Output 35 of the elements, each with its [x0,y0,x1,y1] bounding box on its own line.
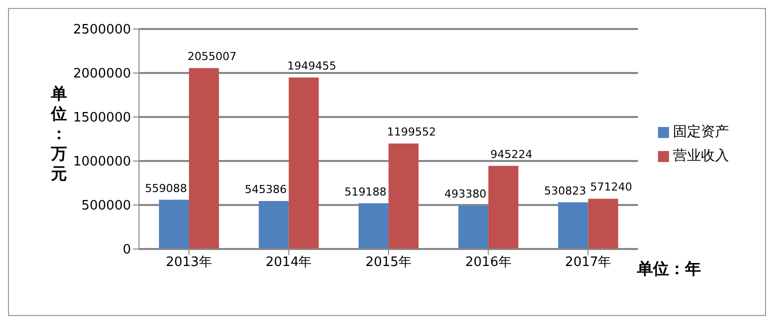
data-label: 530823 [544,184,586,198]
bar [388,143,419,249]
data-label: 2055007 [187,50,236,64]
data-label: 559088 [144,182,187,195]
y-tick-label: 2500000 [73,22,131,38]
bar [488,166,518,249]
x-axis-title: 单位：年 [637,259,701,280]
data-label: 493380 [444,188,486,201]
bar [188,68,219,249]
bar [458,206,488,249]
legend-label: 固定资产 [673,124,729,140]
y-tick-label: 1500000 [73,110,131,126]
bar [588,198,618,249]
bar [158,200,189,249]
data-label: 1199552 [387,125,436,138]
y-tick-label: 2000000 [73,66,131,82]
data-label: 545386 [244,183,287,196]
data-label: 519188 [344,185,387,198]
x-tick-label: 2015年 [365,255,412,270]
y-tick-label: 0 [122,242,131,258]
bar [558,202,588,249]
data-label: 571240 [590,180,632,194]
bar [258,201,289,249]
y-axis-title: 单位：万元 [50,84,68,184]
legend-label: 营业收入 [673,148,729,164]
y-tick-label: 500000 [81,198,131,214]
x-tick-label: 2014年 [266,255,312,270]
bar [358,203,389,249]
x-tick-label: 2016年 [465,255,512,270]
data-label: 1949455 [287,59,336,72]
x-tick-label: 2013年 [166,255,212,270]
y-tick-label: 1000000 [73,154,131,170]
data-label: 945224 [490,148,532,161]
bar [288,77,319,249]
x-tick-label: 2017年 [565,255,612,270]
